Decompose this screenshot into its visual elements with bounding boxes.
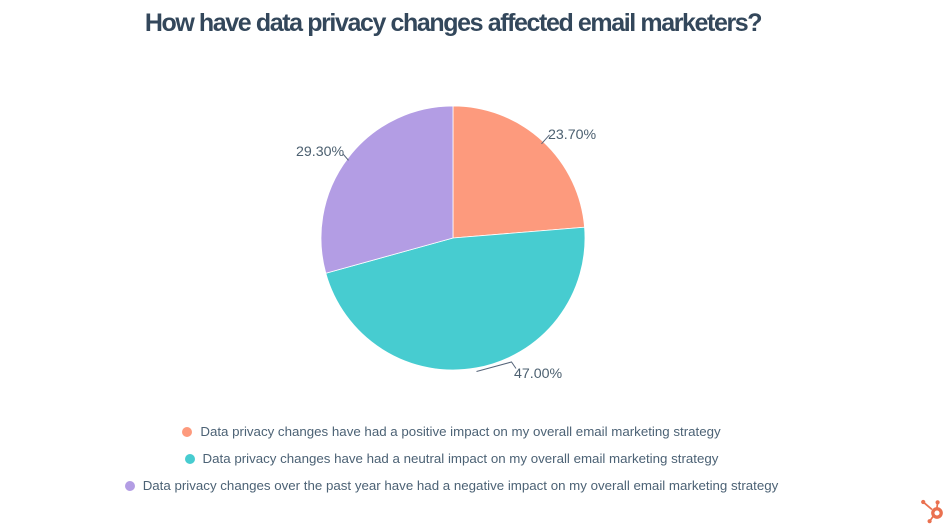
svg-text:23.70%: 23.70% <box>548 127 597 143</box>
svg-text:29.30%: 29.30% <box>296 144 345 160</box>
svg-text:47.00%: 47.00% <box>514 366 563 382</box>
